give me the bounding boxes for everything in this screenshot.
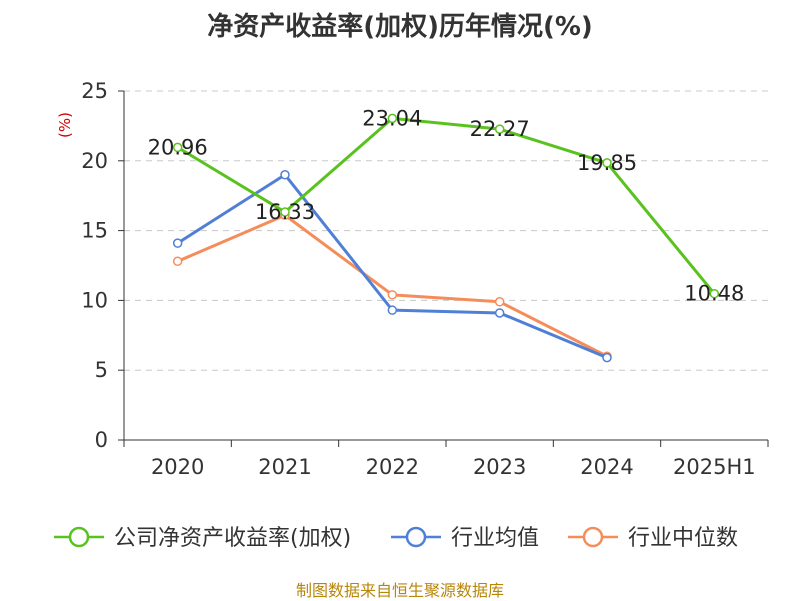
- data-point: [172, 256, 183, 267]
- data-labels: 20.96 16.33 23.04 22.27 19.85 10.48: [148, 106, 745, 305]
- legend-label: 行业中位数: [628, 526, 738, 551]
- data-point: [494, 297, 505, 307]
- legend-swatch-marker: [582, 526, 604, 548]
- data-point: [387, 305, 398, 315]
- data-point: [280, 207, 290, 217]
- y-tick-label: 10: [81, 288, 108, 312]
- data-point: [172, 142, 183, 153]
- x-tick-label: 2025H1: [673, 455, 756, 479]
- x-tick-label: 2023: [473, 455, 526, 479]
- series-line: [176, 173, 608, 360]
- data-point: [709, 288, 720, 299]
- data-point: [494, 124, 505, 134]
- y-tick-label: 20: [81, 149, 108, 173]
- x-tick-label: 2021: [258, 455, 311, 479]
- data-point: [494, 308, 505, 318]
- data-label: 16.33: [255, 200, 315, 224]
- series-line: [177, 213, 608, 358]
- data-point: [387, 290, 398, 300]
- grid-lines: [124, 90, 768, 371]
- legend: 公司净资产收益率(加权) 行业均值 行业中位数: [54, 526, 738, 551]
- data-point: [172, 238, 183, 248]
- data-label: 19.85: [577, 151, 637, 175]
- data-point: [280, 170, 290, 180]
- x-tick-label: 2022: [366, 455, 419, 479]
- axes: 0 5 10 15 20 25 (%) 2020 2021 2022 2023 2024 2025H1: [56, 79, 769, 479]
- legend-label: 公司净资产收益率(加权): [114, 526, 351, 551]
- x-tick-label: 2020: [151, 455, 204, 479]
- x-tick-label: 2024: [580, 455, 633, 479]
- data-label: 23.04: [362, 106, 422, 130]
- series-lines: [172, 113, 720, 363]
- series-line: [176, 116, 716, 295]
- y-tick-label: 15: [81, 219, 108, 243]
- data-label: 22.27: [470, 117, 530, 141]
- data-point: [387, 113, 398, 124]
- data-label: 10.48: [684, 282, 744, 306]
- legend-label: 行业均值: [451, 526, 539, 551]
- y-tick-label: 25: [81, 79, 108, 103]
- source-note: 制图数据来自恒生聚源数据库: [295, 581, 504, 600]
- data-point: [602, 352, 612, 363]
- chart-title: 净资产收益率(加权)历年情况(%): [207, 12, 593, 42]
- legend-swatch-marker: [68, 526, 90, 548]
- y-tick-label: 0: [95, 428, 108, 452]
- y-tick-label: 5: [95, 358, 108, 382]
- legend-swatch-marker: [405, 526, 427, 548]
- data-label: 20.96: [148, 135, 208, 159]
- data-point: [602, 158, 612, 168]
- y-axis-label: (%): [56, 112, 74, 138]
